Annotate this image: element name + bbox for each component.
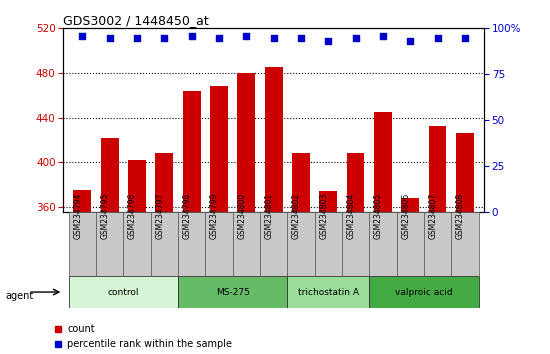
Text: GDS3002 / 1448450_at: GDS3002 / 1448450_at <box>63 14 209 27</box>
Text: GSM234796: GSM234796 <box>128 192 137 239</box>
Bar <box>205 212 233 276</box>
Bar <box>369 276 478 308</box>
Point <box>406 38 415 44</box>
Bar <box>346 153 365 212</box>
Bar <box>428 126 447 212</box>
Bar <box>74 190 91 212</box>
Text: agent: agent <box>6 291 34 301</box>
Text: GSM234797: GSM234797 <box>155 192 164 239</box>
Bar <box>178 276 287 308</box>
Text: valproic acid: valproic acid <box>395 287 453 297</box>
Point <box>105 35 114 40</box>
Text: GSM234800: GSM234800 <box>237 193 246 239</box>
Text: MS-275: MS-275 <box>216 287 250 297</box>
Bar <box>265 67 283 212</box>
Bar <box>424 212 451 276</box>
Text: GSM234801: GSM234801 <box>265 193 274 239</box>
Text: GSM234806: GSM234806 <box>402 193 410 239</box>
Bar <box>287 212 315 276</box>
Bar <box>397 212 424 276</box>
Bar <box>101 138 119 212</box>
Point <box>296 35 305 40</box>
Text: GSM234802: GSM234802 <box>292 193 301 239</box>
Bar <box>238 73 255 212</box>
Bar <box>69 212 96 276</box>
Point <box>270 35 278 40</box>
Bar <box>151 212 178 276</box>
Bar <box>210 86 228 212</box>
Point <box>160 35 169 40</box>
Bar <box>260 212 287 276</box>
Bar <box>128 160 146 212</box>
Text: GSM234807: GSM234807 <box>428 193 438 239</box>
Point <box>133 35 141 40</box>
Bar <box>69 276 178 308</box>
Bar <box>96 212 123 276</box>
Point <box>78 33 87 39</box>
Bar <box>156 153 173 212</box>
Bar <box>315 212 342 276</box>
Legend: count, percentile rank within the sample: count, percentile rank within the sample <box>54 324 232 349</box>
Point <box>378 33 387 39</box>
Point <box>460 35 469 40</box>
Point <box>351 35 360 40</box>
Bar <box>183 91 201 212</box>
Bar <box>287 276 369 308</box>
Text: GSM234795: GSM234795 <box>101 192 109 239</box>
Text: GSM234798: GSM234798 <box>183 193 191 239</box>
Point <box>433 35 442 40</box>
Point <box>214 35 223 40</box>
Bar <box>342 212 369 276</box>
Text: control: control <box>108 287 139 297</box>
Text: GSM234805: GSM234805 <box>374 193 383 239</box>
Point <box>187 33 196 39</box>
Bar <box>451 212 478 276</box>
Point <box>324 38 333 44</box>
Bar <box>456 133 474 212</box>
Bar <box>402 198 419 212</box>
Text: GSM234803: GSM234803 <box>319 193 328 239</box>
Point <box>242 33 251 39</box>
Text: GSM234794: GSM234794 <box>73 192 82 239</box>
Text: GSM234804: GSM234804 <box>346 193 356 239</box>
Text: GSM234799: GSM234799 <box>210 192 219 239</box>
Bar <box>320 191 337 212</box>
Text: trichostatin A: trichostatin A <box>298 287 359 297</box>
Bar <box>178 212 205 276</box>
Bar <box>233 212 260 276</box>
Bar <box>123 212 151 276</box>
Text: GSM234808: GSM234808 <box>456 193 465 239</box>
Bar <box>369 212 397 276</box>
Bar <box>292 153 310 212</box>
Bar <box>374 112 392 212</box>
